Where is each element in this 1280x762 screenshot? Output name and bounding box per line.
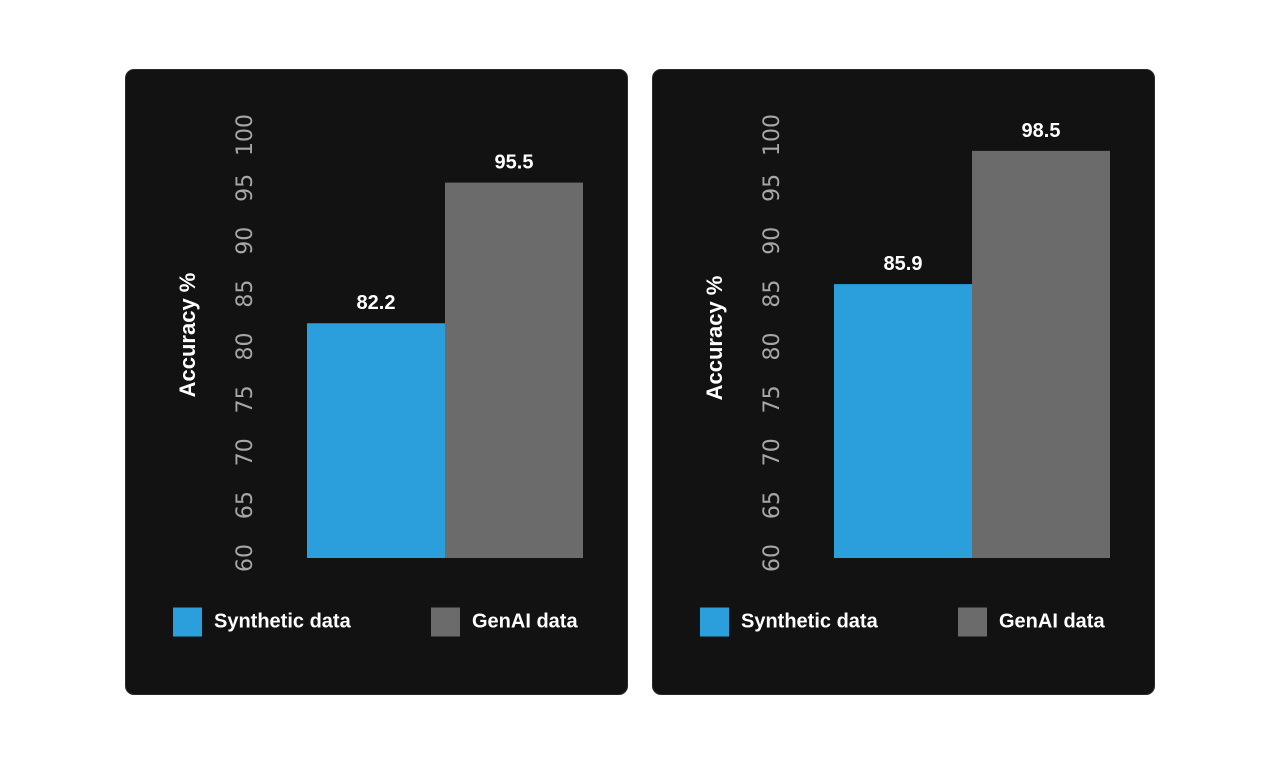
y-axis-ticks: 60 65 70 75 80 85 90 95 100 [760,114,785,572]
legend-swatch [431,607,460,637]
y-tick-label: 90 [233,227,258,255]
y-axis-title: Accuracy % [702,276,727,401]
bar-value-label: 98.5 [1022,120,1061,142]
legend-swatch [958,607,987,637]
bar-synthetic-data [307,323,445,558]
bar-genai-data [445,182,583,558]
legend-label: GenAI data [472,610,578,632]
y-tick-label: 85 [233,280,258,308]
legend-label: Synthetic data [741,610,879,632]
y-tick-label: 90 [760,227,785,255]
y-axis-ticks: 60 65 70 75 80 85 90 95 100 [233,114,258,572]
y-tick-label: 80 [760,333,785,361]
legend: Synthetic data GenAI data [173,607,578,637]
y-tick-label: 100 [233,114,258,156]
chart-card-1: Accuracy % 60 65 70 75 80 85 90 95 100 82.2 95.5 … [125,69,628,695]
bar-value-label: 82.2 [357,292,396,314]
legend-swatch [700,607,729,637]
bars [834,150,1110,559]
legend-label: GenAI data [999,610,1105,632]
y-tick-label: 60 [760,544,785,572]
y-axis-title: Accuracy % [175,273,200,398]
y-tick-label: 85 [760,280,785,308]
bars [307,182,583,558]
chart-card-2: Accuracy % 60 65 70 75 80 85 90 95 100 85.9 98.5 … [652,69,1155,695]
y-tick-label: 65 [233,491,258,519]
legend-swatch [173,607,202,637]
value-labels: 85.9 98.5 [884,120,1061,275]
y-tick-label: 75 [760,385,785,413]
bar-value-label: 85.9 [884,253,923,275]
bar-value-label: 95.5 [495,152,534,174]
y-tick-label: 95 [233,174,258,202]
value-labels: 82.2 95.5 [357,152,534,315]
bar-genai-data [972,150,1110,559]
y-tick-label: 65 [760,491,785,519]
legend: Synthetic data GenAI data [700,607,1105,637]
y-tick-label: 95 [760,174,785,202]
y-tick-label: 60 [233,544,258,572]
y-tick-label: 100 [760,114,785,156]
legend-label: Synthetic data [214,610,352,632]
y-tick-label: 75 [233,385,258,413]
y-tick-label: 80 [233,333,258,361]
y-tick-label: 70 [233,438,258,466]
y-tick-label: 70 [760,438,785,466]
bar-synthetic-data [834,284,972,558]
